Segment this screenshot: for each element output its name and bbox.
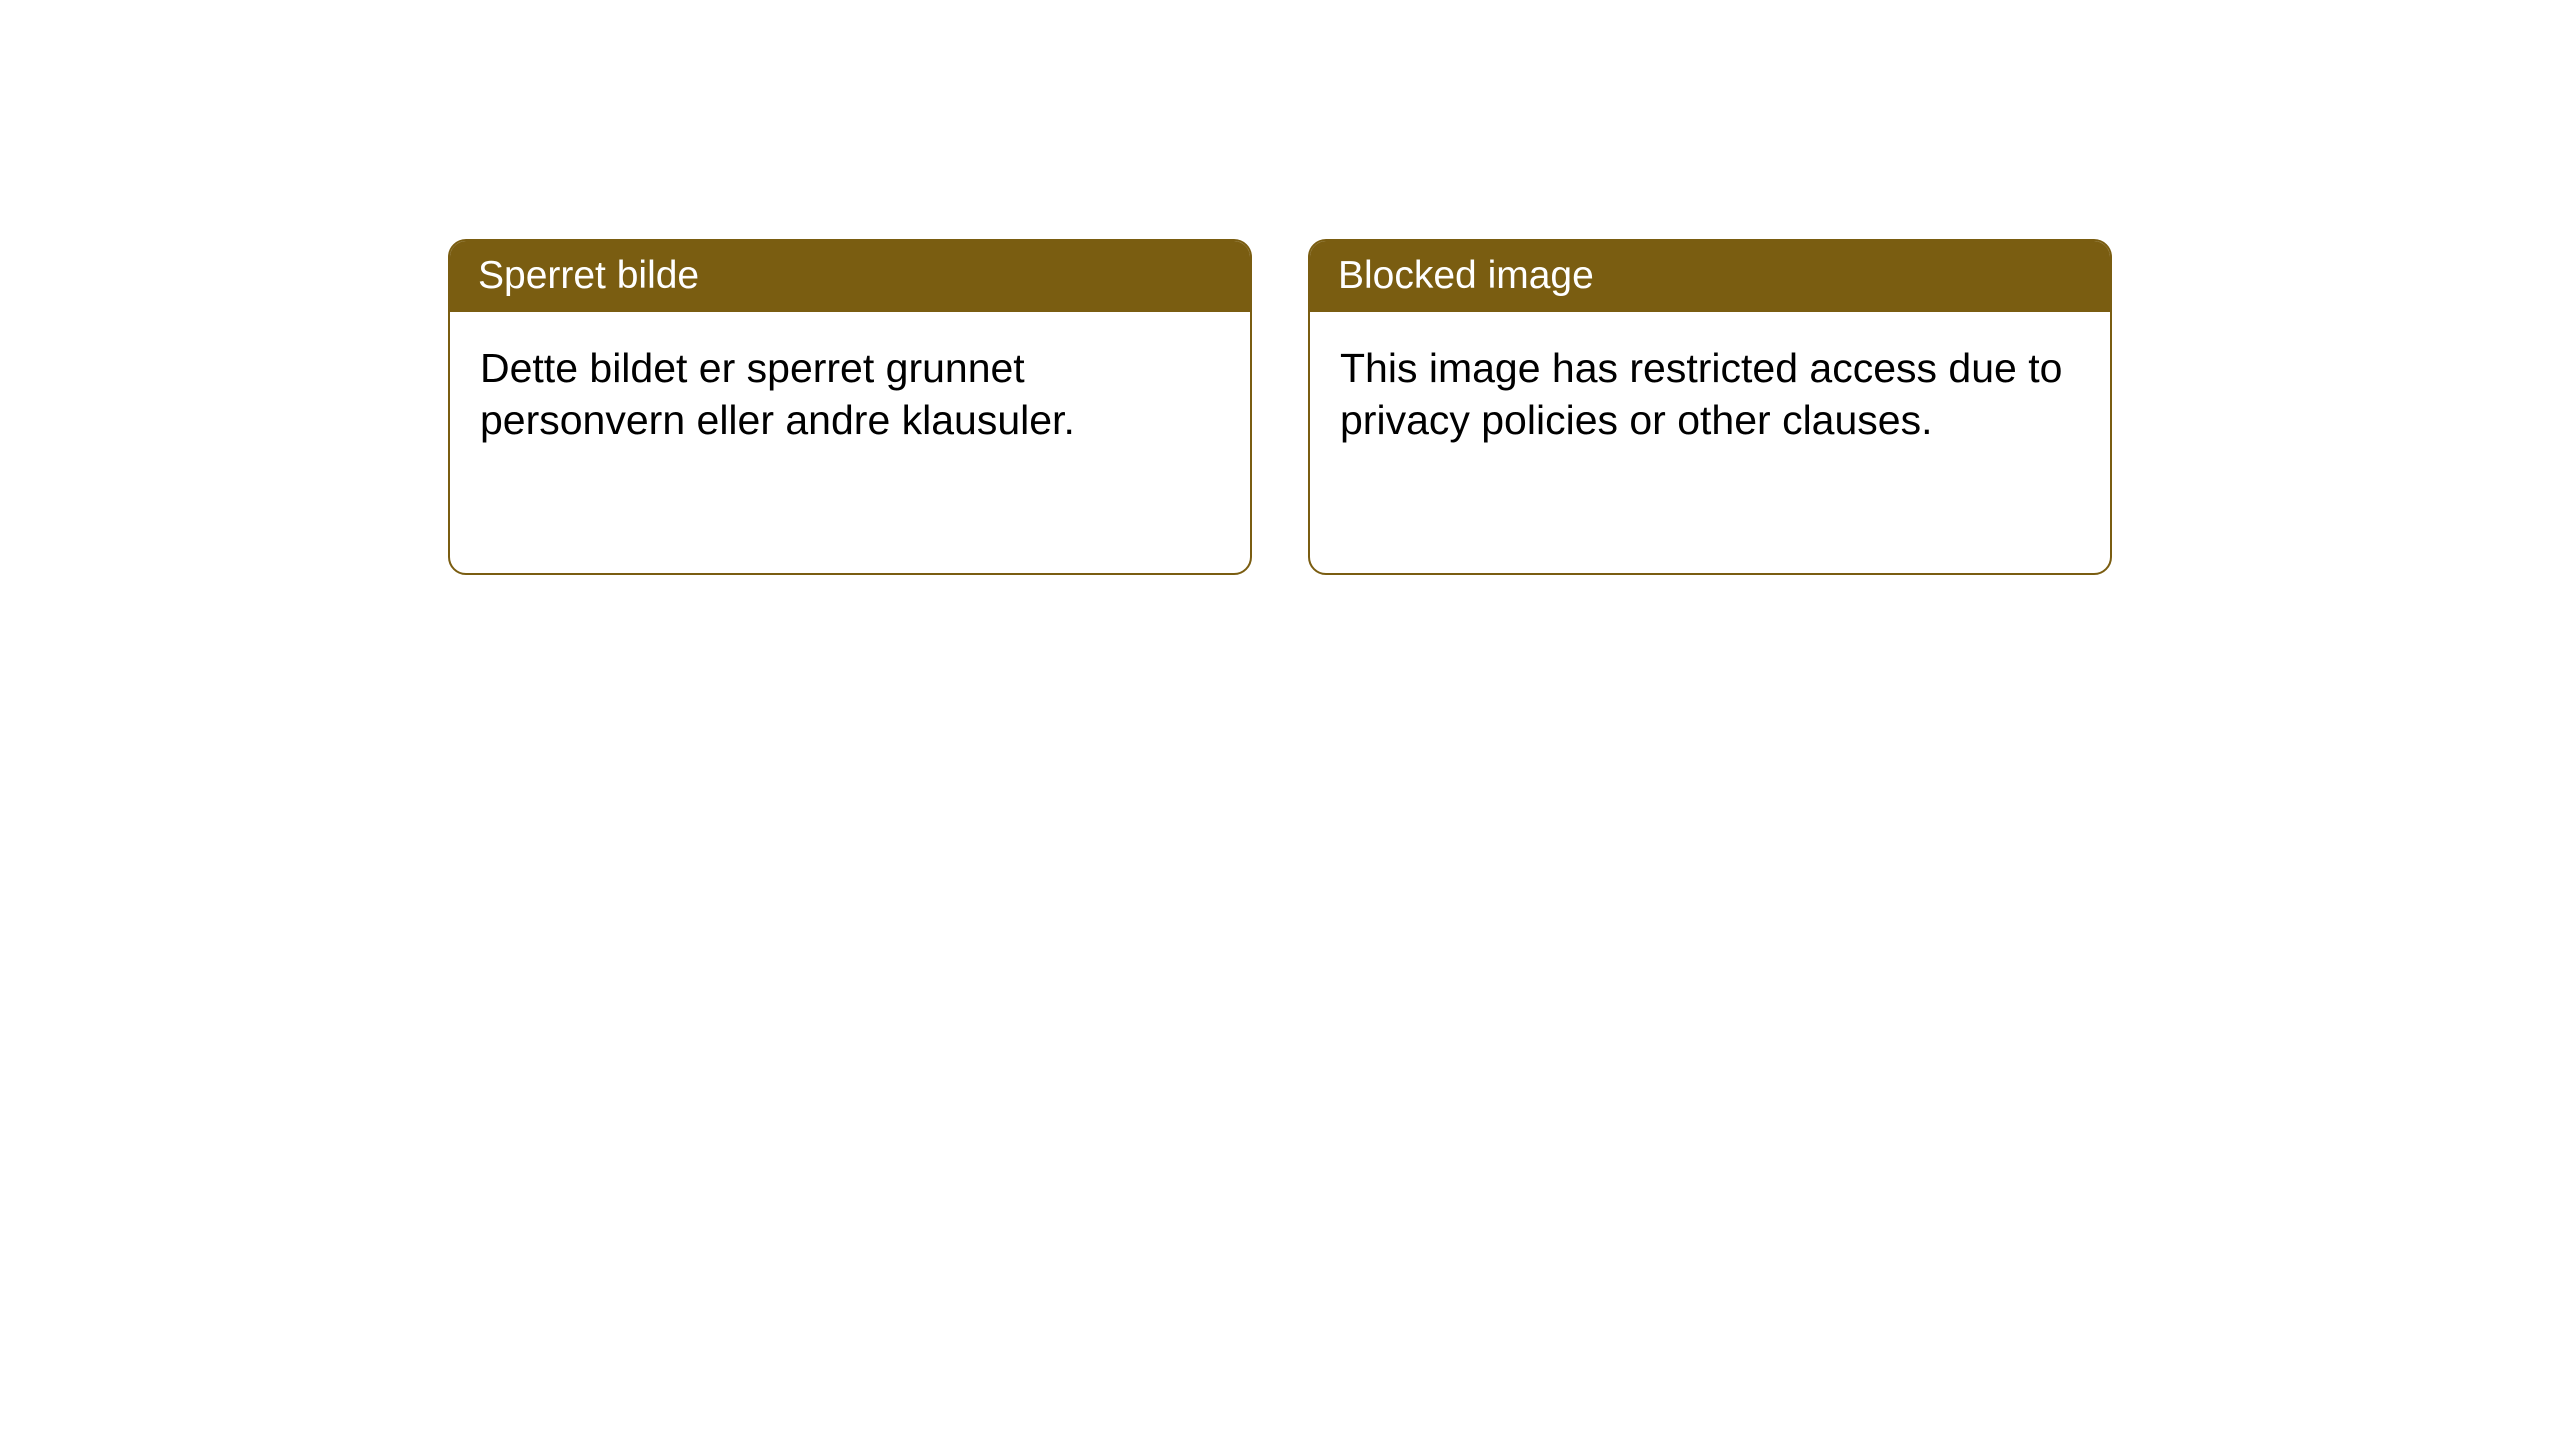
notice-header-norwegian: Sperret bilde bbox=[450, 241, 1250, 312]
notice-container: Sperret bilde Dette bildet er sperret gr… bbox=[0, 0, 2560, 575]
notice-title-english: Blocked image bbox=[1338, 254, 1594, 297]
notice-text-norwegian: Dette bildet er sperret grunnet personve… bbox=[480, 345, 1075, 443]
notice-header-english: Blocked image bbox=[1310, 241, 2110, 312]
notice-card-english: Blocked image This image has restricted … bbox=[1308, 239, 2112, 575]
notice-text-english: This image has restricted access due to … bbox=[1340, 345, 2062, 443]
notice-title-norwegian: Sperret bilde bbox=[478, 254, 699, 297]
notice-body-norwegian: Dette bildet er sperret grunnet personve… bbox=[450, 312, 1250, 477]
notice-card-norwegian: Sperret bilde Dette bildet er sperret gr… bbox=[448, 239, 1252, 575]
notice-body-english: This image has restricted access due to … bbox=[1310, 312, 2110, 477]
